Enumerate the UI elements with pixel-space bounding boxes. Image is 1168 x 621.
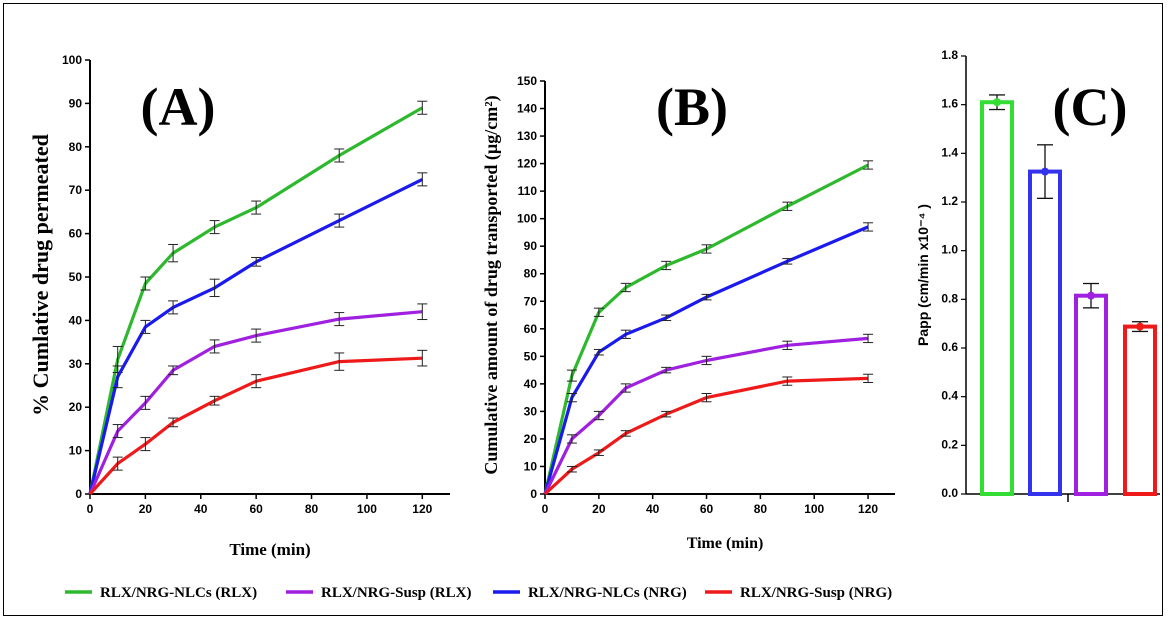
series-line bbox=[543, 225, 869, 495]
x-axis-title: Time (min) bbox=[229, 540, 310, 559]
y-tick-label: 50 bbox=[69, 270, 83, 284]
y-tick-label: 150 bbox=[517, 74, 537, 88]
data-point bbox=[1136, 322, 1144, 331]
bar bbox=[1123, 324, 1157, 496]
x-tick-label: 20 bbox=[592, 502, 606, 516]
x-tick-label: 120 bbox=[412, 502, 432, 516]
x-tick-label: 100 bbox=[357, 502, 377, 516]
y-tick-label: 0.4 bbox=[941, 389, 958, 403]
x-tick-label: 40 bbox=[646, 502, 660, 516]
data-point bbox=[1087, 291, 1095, 300]
y-tick-label: 20 bbox=[69, 400, 83, 414]
y-tick-label: 10 bbox=[524, 459, 538, 473]
panel-a: 0 20 40 60 80 100 120 0 10 20 30 40 50 60 70 80 90 100 Tim… bbox=[28, 53, 450, 559]
legend-label: RLX/NRG-Susp (RLX) bbox=[321, 585, 471, 601]
legend: RLX/NRG-NLCs (RLX) RLX/NRG-Susp (RLX) RLX/… bbox=[65, 585, 892, 601]
series-line bbox=[88, 356, 423, 496]
bar bbox=[980, 100, 1014, 496]
y-tick-label: 1.0 bbox=[941, 243, 958, 257]
data-point bbox=[993, 98, 1001, 107]
y-tick-label: 20 bbox=[524, 432, 538, 446]
y-tick-label: 120 bbox=[517, 157, 537, 171]
y-tick-label: 30 bbox=[69, 357, 83, 371]
bar bbox=[1028, 169, 1062, 496]
bar bbox=[1074, 293, 1108, 496]
y-tick-label: 50 bbox=[524, 349, 538, 363]
y-tick-label: 90 bbox=[69, 96, 83, 110]
y-tick-label: 1.4 bbox=[941, 145, 958, 159]
y-tick-label: 100 bbox=[62, 53, 82, 67]
legend-label: RLX/NRG-NLCs (RLX) bbox=[100, 585, 257, 601]
y-tick-label: 10 bbox=[69, 444, 83, 458]
legend-label: RLX/NRG-NLCs (NRG) bbox=[528, 585, 687, 601]
x-tick-label: 0 bbox=[542, 502, 549, 516]
y-tick-label: 1.2 bbox=[941, 194, 958, 208]
panel-label: (B) bbox=[656, 77, 728, 137]
y-tick-label: 40 bbox=[524, 377, 538, 391]
x-tick-label: 120 bbox=[858, 502, 878, 516]
series-line bbox=[543, 163, 869, 495]
y-tick-label: 1.6 bbox=[941, 97, 958, 111]
y-tick-label: 0.8 bbox=[941, 291, 958, 305]
x-tick-label: 80 bbox=[754, 502, 768, 516]
x-tick-label: 60 bbox=[700, 502, 714, 516]
x-tick-label: 100 bbox=[804, 502, 824, 516]
x-axis-title: Time (min) bbox=[687, 535, 764, 552]
figure-frame bbox=[3, 3, 1163, 616]
y-tick-label: 40 bbox=[69, 313, 83, 327]
y-tick-label: 0.0 bbox=[941, 486, 958, 500]
y-tick-label: 70 bbox=[524, 294, 538, 308]
y-tick-label: 0.2 bbox=[941, 437, 958, 451]
y-tick-label: 80 bbox=[524, 267, 538, 281]
y-tick-label: 100 bbox=[517, 212, 537, 226]
y-axis-title: % Cumlative drug permeated bbox=[28, 134, 53, 416]
x-tick-label: 0 bbox=[87, 502, 94, 516]
y-tick-label: 90 bbox=[524, 239, 538, 253]
y-tick-label: 1.8 bbox=[941, 48, 958, 62]
y-tick-label: 0 bbox=[530, 487, 537, 501]
panel-label: (A) bbox=[141, 77, 216, 137]
x-tick-label: 40 bbox=[194, 502, 208, 516]
y-tick-label: 60 bbox=[69, 227, 83, 241]
y-tick-label: 80 bbox=[69, 140, 83, 154]
y-tick-label: 140 bbox=[517, 102, 537, 116]
y-tick-label: 110 bbox=[518, 184, 538, 198]
panel-b: 0 20 40 60 80 100 120 0 10 20 30 40 50 60 70 80 90 100 110… bbox=[481, 74, 895, 552]
series-line bbox=[88, 106, 424, 495]
y-tick-label: 70 bbox=[69, 183, 83, 197]
y-tick-label: 60 bbox=[524, 322, 538, 336]
y-axis-title: Papp (cm/min x10⁻⁴ ) bbox=[915, 204, 931, 346]
panel-label: (C) bbox=[1053, 77, 1128, 137]
series-line bbox=[88, 310, 423, 495]
x-tick-label: 20 bbox=[139, 502, 153, 516]
y-tick-label: 30 bbox=[524, 404, 538, 418]
legend-label: RLX/NRG-Susp (NRG) bbox=[740, 585, 892, 601]
series-line bbox=[88, 177, 424, 495]
x-tick-label: 60 bbox=[249, 502, 263, 516]
y-axis-title: Cumulative amount of drug transported (µ… bbox=[481, 95, 502, 474]
y-tick-label: 0.6 bbox=[941, 340, 958, 354]
y-tick-label: 0 bbox=[75, 487, 82, 501]
data-point bbox=[1041, 167, 1049, 176]
y-tick-label: 130 bbox=[517, 129, 537, 143]
x-tick-label: 80 bbox=[305, 502, 319, 516]
panel-c: 0.0 0.2 0.4 0.6 0.8 1.0 1.2 1.4 1.6 1.8 Papp (cm/m… bbox=[915, 48, 1160, 502]
